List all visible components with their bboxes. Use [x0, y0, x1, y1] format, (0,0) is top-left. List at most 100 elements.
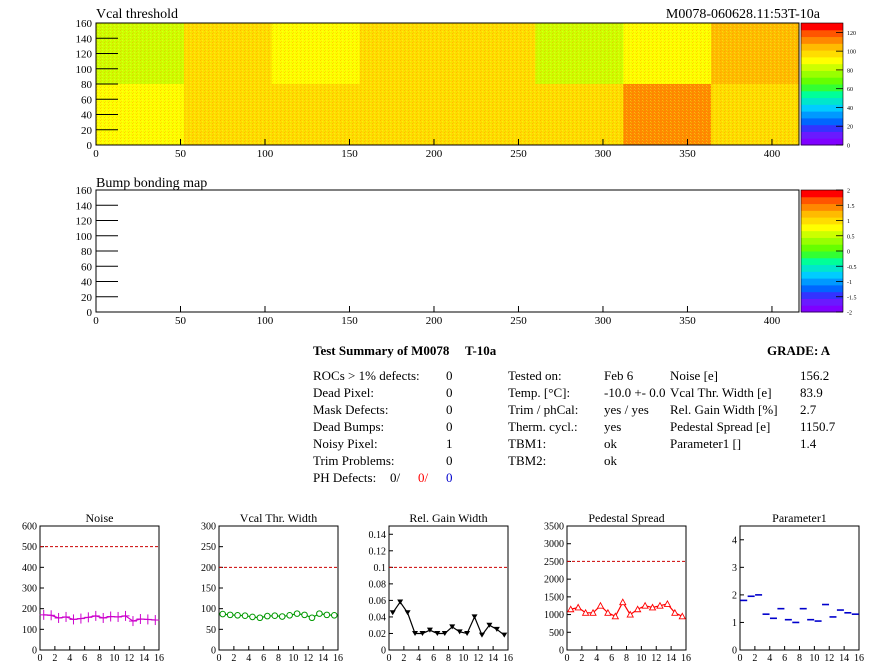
bump-scale-swatch	[801, 264, 843, 272]
gain-width-chart-x-tick-label: 16	[503, 653, 513, 664]
vcal-scale-tick-label: 60	[847, 87, 853, 93]
vcal-scale-swatch	[801, 43, 843, 51]
pedestal-chart: Pedestal Spread 0 500 1000 1500 2000 2500 3000 3…	[544, 511, 691, 664]
vcal-width-chart-point	[249, 613, 256, 621]
vcal-width-chart-point	[316, 610, 323, 617]
map1-y-tick-label: 60	[81, 94, 93, 106]
noise-chart-y-tick-label: 300	[22, 584, 37, 595]
noise-chart-point	[128, 616, 137, 627]
condition-value: -10.0 +- 0.0	[604, 385, 666, 400]
map1-x-tick-label: 300	[595, 148, 612, 160]
gain-width-chart-y-tick-label: 0.02	[369, 629, 387, 640]
defect-value: 0	[446, 419, 453, 434]
vcal-width-chart-x-tick-label: 2	[231, 653, 236, 664]
vcal-scale-swatch	[801, 90, 843, 99]
gain-width-chart-point	[426, 627, 433, 633]
map2-x-tick-label: 250	[510, 315, 527, 327]
noise-chart-x-tick-label: 14	[139, 653, 149, 664]
vcal-width-chart-y-tick-label: 300	[201, 522, 216, 533]
bump-bonding-map: Bump bonding map 0 50 100 150 200 250 300 350 40…	[76, 176, 857, 327]
pedestal-chart-y-tick-label: 2000	[544, 575, 564, 586]
metric-label: Vcal Thr. Width [e]	[670, 385, 772, 400]
map2-x-tick-label: 150	[341, 315, 358, 327]
map1-x-tick-label: 150	[341, 148, 358, 160]
gain-width-chart-x-tick-label: 0	[387, 653, 392, 664]
map2-frame	[95, 189, 800, 313]
bump-scale-swatch	[801, 210, 843, 218]
pedestal-chart-y-tick-label: 2500	[544, 557, 564, 568]
map2-x-tick-label: 0	[93, 315, 99, 327]
map2-x-tick-label: 400	[764, 315, 781, 327]
pedestal-chart-y-tick-label: 3000	[544, 539, 564, 550]
map2-y-tick-label: 160	[76, 185, 93, 197]
noise-chart-x-tick-label: 10	[109, 653, 119, 664]
pedestal-chart-point	[566, 605, 575, 613]
vcal-scale-swatch	[801, 70, 843, 78]
vcal-width-chart-point	[301, 611, 308, 619]
noise-chart-x-tick-label: 4	[67, 653, 72, 664]
bump-scale-swatch	[801, 278, 843, 286]
condition-value: ok	[604, 453, 617, 468]
vcal-scale-swatch	[801, 131, 843, 139]
vcal-width-chart-x-tick-label: 4	[246, 653, 251, 664]
condition-label: TBM2:	[508, 453, 547, 468]
map2-x-tick-label: 50	[175, 315, 187, 327]
defect-value: 1	[446, 436, 453, 451]
pedestal-chart-point	[626, 610, 634, 618]
map1-x-tick-label: 350	[679, 148, 696, 160]
pedestal-chart-point	[604, 608, 612, 616]
pedestal-chart-point	[596, 601, 605, 609]
map1-y-tick-label: 80	[81, 79, 93, 91]
bump-scale-swatch	[801, 305, 843, 313]
bump-scale-swatch	[801, 203, 843, 211]
noise-chart-point	[121, 610, 130, 621]
vcal-width-chart-point	[234, 611, 241, 619]
pedestal-chart-y-tick-label: 0	[559, 646, 564, 657]
map1-y-tick-label: 100	[76, 64, 93, 76]
pedestal-chart-x-tick-label: 16	[681, 653, 691, 664]
metric-label: Parameter1 []	[670, 436, 742, 451]
metric-value: 2.7	[800, 402, 817, 417]
vcal-width-chart-x-tick-label: 12	[303, 653, 313, 664]
gain-width-chart-title: Rel. Gain Width	[409, 511, 487, 525]
gain-width-chart-y-tick-label: 0.12	[369, 546, 387, 557]
pedestal-chart-point	[581, 608, 590, 616]
pedestal-chart-x-tick-label: 10	[636, 653, 646, 664]
map2-y-tick-label: 20	[81, 292, 93, 304]
vcal-scale-swatch	[801, 117, 843, 126]
defect-label: Dead Bumps:	[313, 419, 385, 434]
noise-chart-title: Noise	[86, 511, 114, 525]
map1-x-tick-label: 100	[257, 148, 274, 160]
parameter1-chart-y-tick-label: 4	[732, 535, 737, 546]
parameter1-chart-x-tick-label: 12	[824, 653, 834, 664]
gain-width-chart-point	[419, 630, 426, 636]
vcal-pixel-noise	[96, 23, 799, 145]
summary-temp-label: T-10a	[465, 343, 497, 358]
condition-value: yes	[604, 419, 622, 434]
pedestal-chart-x-tick-label: 12	[651, 653, 661, 664]
noise-chart-point	[99, 612, 108, 623]
parameter1-chart-x-tick-label: 14	[839, 653, 849, 664]
map1-axes: 0 50 100 150 200 250 300 350 4000204060801001201…	[76, 18, 781, 160]
noise-chart-point	[84, 612, 93, 623]
gain-width-chart-point	[389, 610, 396, 616]
vcal-width-chart-point	[286, 611, 293, 619]
map2-y-tick-label: 0	[87, 307, 93, 319]
bump-color-scale: -2 -1.5 -1 -0.5 0 0.5 1 1.5 2	[800, 189, 857, 317]
noise-chart-point	[114, 611, 123, 622]
defect-value: 0	[446, 453, 453, 468]
bump-scale-swatch	[801, 196, 843, 205]
gain-width-chart-y-tick-label: 0.1	[374, 563, 387, 574]
vcal-width-chart-point	[308, 614, 316, 622]
gain-width-chart-point	[404, 610, 411, 616]
vcal-width-chart-point	[293, 610, 301, 617]
vcal-threshold-map: Vcal threshold M0078-060628.11:53T-10a 0…	[76, 7, 857, 160]
defect-value: 0	[446, 402, 453, 417]
condition-value: yes / yes	[604, 402, 649, 417]
noise-chart-x-tick-label: 2	[52, 653, 57, 664]
noise-chart-x-tick-label: 16	[154, 653, 164, 664]
summary-title: Test Summary of M0078	[313, 343, 450, 358]
vcal-width-chart-y-tick-label: 200	[201, 563, 216, 574]
